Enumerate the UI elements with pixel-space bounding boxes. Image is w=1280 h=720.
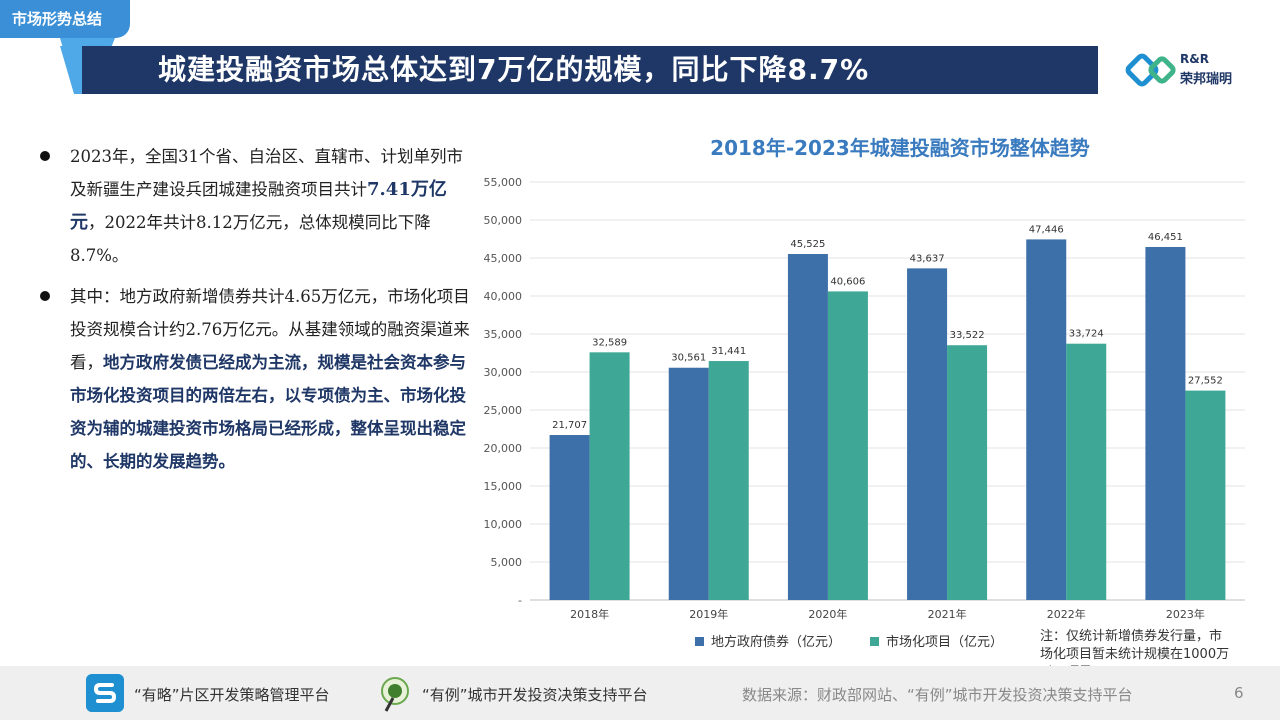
bar [708, 361, 749, 600]
y-tick-label: 10,000 [484, 518, 523, 531]
data-label: 47,446 [1029, 224, 1064, 235]
bullet-list: 2023年，全国31个省、自治区、直辖市、计划单列市及新疆生产建设兵团城建投融资… [40, 140, 470, 486]
data-label: 21,707 [552, 420, 587, 431]
page-title: 城建投融资市场总体达到7万亿的规模，同比下降8.7% [158, 53, 870, 86]
bar [947, 345, 988, 600]
bullet-item: 其中：地方政府新增债券共计4.65万亿元，市场化项目投资规模合计约2.76万亿元… [40, 280, 470, 478]
y-tick-label: 35,000 [484, 328, 523, 341]
data-label: 31,441 [711, 346, 746, 357]
bar-chart: - 5,000 10,000 15,000 20,000 25,000 30,000 35,0… [484, 176, 1245, 650]
data-label: 33,522 [950, 330, 985, 341]
data-label: 40,606 [830, 276, 865, 287]
y-tick-label: 5,000 [491, 556, 523, 569]
legend-label: 地方政府债券（亿元） [711, 634, 841, 650]
data-label: 33,724 [1069, 329, 1104, 340]
y-tick-label: 55,000 [484, 176, 523, 189]
bar [827, 291, 868, 600]
bullet-text: 其中：地方政府新增债券共计4.65万亿元，市场化项目投资规模合计约2.76万亿元… [70, 287, 470, 372]
data-label: 43,637 [910, 253, 945, 264]
chart-title: 2018年-2023年城建投融资市场整体趋势 [710, 136, 1090, 160]
bullet-highlight-text: 地方政府发债已经成为主流，规模是社会资本参与市场化投资项目的两倍左右，以专项债为… [70, 353, 466, 471]
data-label: 32,589 [592, 337, 627, 348]
legend-label: 市场化项目（亿元） [886, 634, 1003, 650]
x-tick-label: 2018年 [570, 607, 609, 621]
legend-swatch [870, 637, 879, 646]
data-label: 46,451 [1148, 232, 1183, 243]
legend-swatch [695, 637, 704, 646]
data-label: 30,561 [671, 353, 706, 364]
x-tick-label: 2023年 [1166, 607, 1205, 621]
footer-bar [0, 666, 1280, 720]
bar [589, 352, 630, 600]
y-tick-label: 30,000 [484, 366, 523, 379]
logo-text-cn: 荣邦瑞明 [1180, 72, 1233, 87]
bar [907, 268, 948, 600]
bar [787, 254, 828, 600]
bar [1145, 246, 1186, 600]
bar [1026, 239, 1067, 600]
company-logo [1122, 50, 1232, 90]
x-tick-label: 2021年 [928, 607, 967, 621]
section-tag: 市场形势总结 [0, 0, 130, 38]
bullet-text: 2023年，全国31个省、自治区、直辖市、计划单列市及新疆生产建设兵团城建投融资… [70, 147, 463, 199]
footer-data-source: 数据来源：财政部网站、“有例”城市开发投资决策支持平台 [742, 686, 1133, 704]
y-tick-label: 40,000 [484, 290, 523, 303]
bar [549, 435, 590, 600]
y-tick-label: 50,000 [484, 214, 523, 227]
bullet-dot-icon [40, 151, 50, 161]
x-tick-label: 2020年 [808, 607, 847, 621]
footer-platform1: “有略”片区开发策略管理平台 [134, 686, 330, 704]
bullet-item: 2023年，全国31个省、自治区、直辖市、计划单列市及新疆生产建设兵团城建投融资… [40, 140, 470, 272]
footer-platform2: “有例”城市开发投资决策支持平台 [422, 686, 648, 704]
x-tick-label: 2019年 [689, 607, 728, 621]
y-tick-label: 25,000 [484, 404, 523, 417]
data-label: 27,552 [1188, 376, 1223, 387]
logo-text-en: R&R [1180, 52, 1209, 66]
bar [1066, 343, 1107, 600]
bullet-text: ，2022年共计8.12万亿元，总体规模同比下降8.7%。 [70, 213, 431, 265]
y-tick-label: 15,000 [484, 480, 523, 493]
x-tick-label: 2022年 [1047, 607, 1086, 621]
bar [1185, 390, 1226, 600]
y-tick-label: 20,000 [484, 442, 523, 455]
bullet-dot-icon [40, 291, 50, 301]
page-number: 6 [1234, 684, 1244, 702]
youlve-platform-icon [86, 674, 124, 712]
title-bar [82, 46, 1098, 94]
y-tick-label: - [518, 594, 522, 607]
bullet-highlight-number: 7.41万亿元 [70, 179, 447, 233]
data-label: 45,525 [790, 239, 825, 250]
y-tick-label: 45,000 [484, 252, 523, 265]
youli-platform-icon [381, 677, 409, 712]
bar [668, 367, 709, 600]
